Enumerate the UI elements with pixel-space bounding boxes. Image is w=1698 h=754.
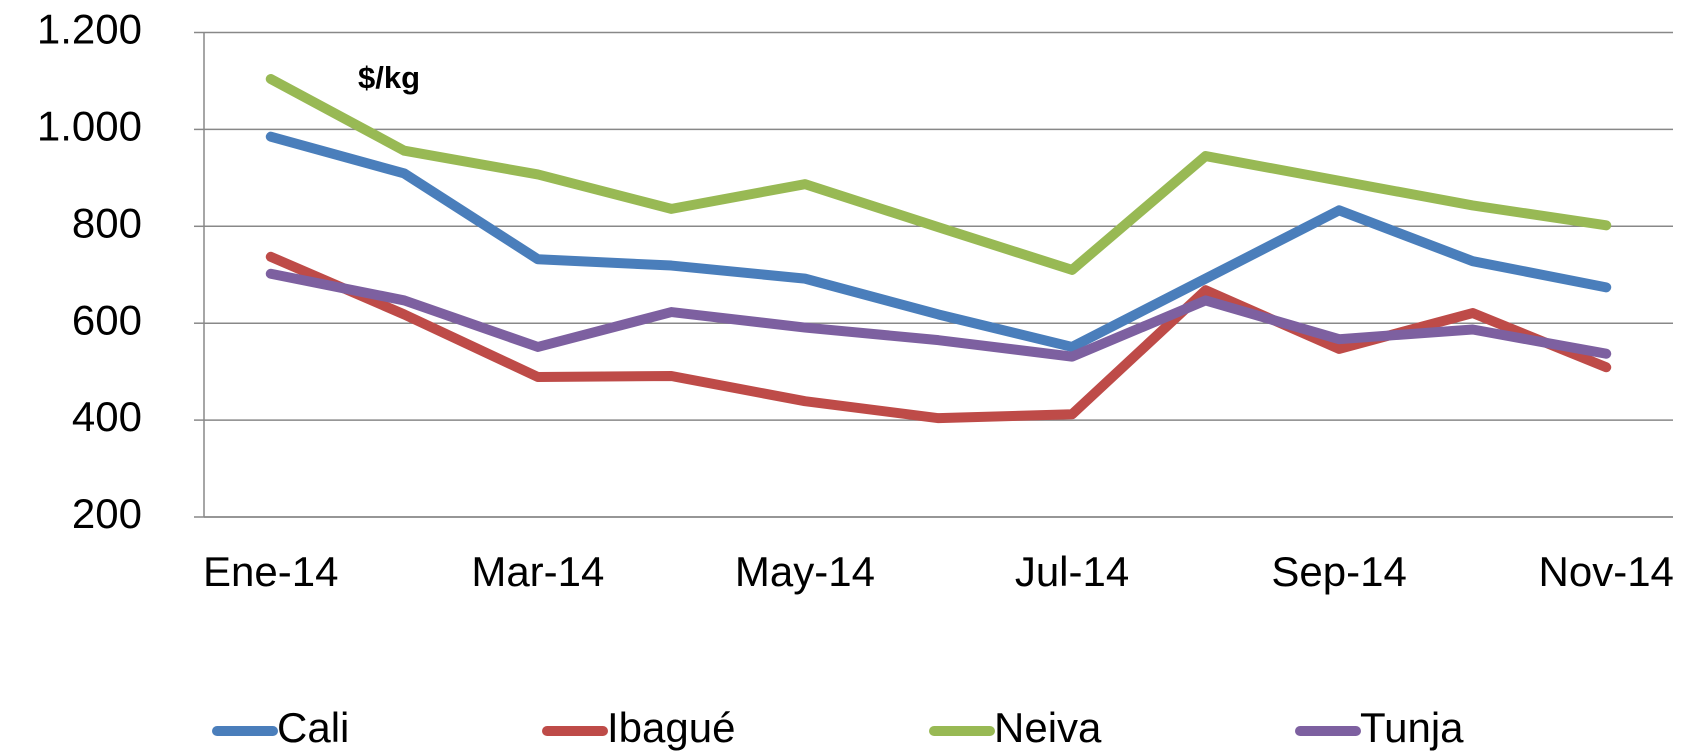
x-tick-label: May-14 <box>735 548 875 595</box>
x-tick-label: Ene-14 <box>203 548 338 595</box>
y-tick-label: 600 <box>72 296 142 343</box>
legend-label: Cali <box>277 704 349 751</box>
y-tick-label: 200 <box>72 490 142 537</box>
legend-label: Ibagué <box>607 704 735 751</box>
x-tick-label: Jul-14 <box>1015 548 1129 595</box>
annotation: $/kg <box>358 60 420 95</box>
series-line <box>265 74 1612 275</box>
legend-label: Tunja <box>1360 704 1464 751</box>
y-tick-label: 800 <box>72 199 142 246</box>
y-tick-label: 400 <box>72 393 142 440</box>
x-tick-label: Sep-14 <box>1271 548 1406 595</box>
y-tick-label: 1.200 <box>37 6 142 53</box>
series-line <box>265 268 1612 362</box>
x-tick-label: Mar-14 <box>471 548 604 595</box>
y-tick-label: 1.000 <box>37 102 142 149</box>
legend-label: Neiva <box>994 704 1102 751</box>
x-tick-label: Nov-14 <box>1539 548 1674 595</box>
series-line <box>265 131 1612 352</box>
